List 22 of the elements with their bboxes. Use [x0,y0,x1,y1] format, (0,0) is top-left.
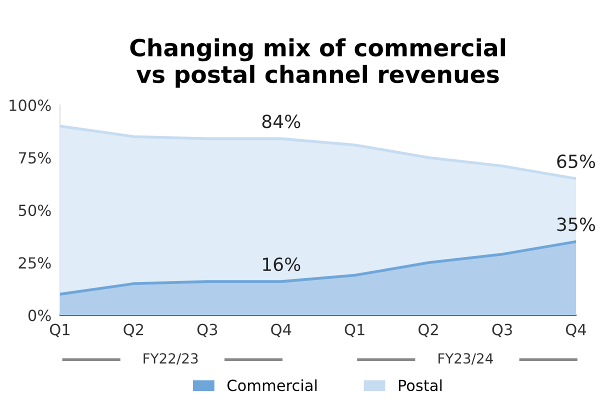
legend-label: Commercial [227,379,317,392]
x-tick-label: Q4 [271,324,292,338]
x-tick-label: Q1 [50,324,70,338]
x-tick-label: Q3 [197,324,218,338]
text: FY22/23 [144,353,198,365]
data-label: 65% [557,154,596,168]
x-tick-label: Q1 [344,324,364,338]
data-label: 35% [557,218,596,232]
text: FY23/24 [438,353,493,365]
y-tick-label: 25% [18,257,51,269]
x-tick-label: Q2 [124,324,144,338]
chart-title: Changing mix of commercial vs postal channel revenues [130,38,505,88]
data-label: 16% [263,257,300,272]
y-tick-label: 75% [18,152,51,164]
y-tick-label: 100% [10,100,51,112]
y-tick-label: 0% [28,310,51,322]
y-tick-label: 50% [18,204,51,216]
data-label: 84% [262,114,300,128]
x-tick-label: Q3 [492,324,512,338]
legend-label: Postal [398,379,442,392]
x-tick-label: Q4 [566,324,586,338]
x-tick-label: Q2 [418,324,438,338]
